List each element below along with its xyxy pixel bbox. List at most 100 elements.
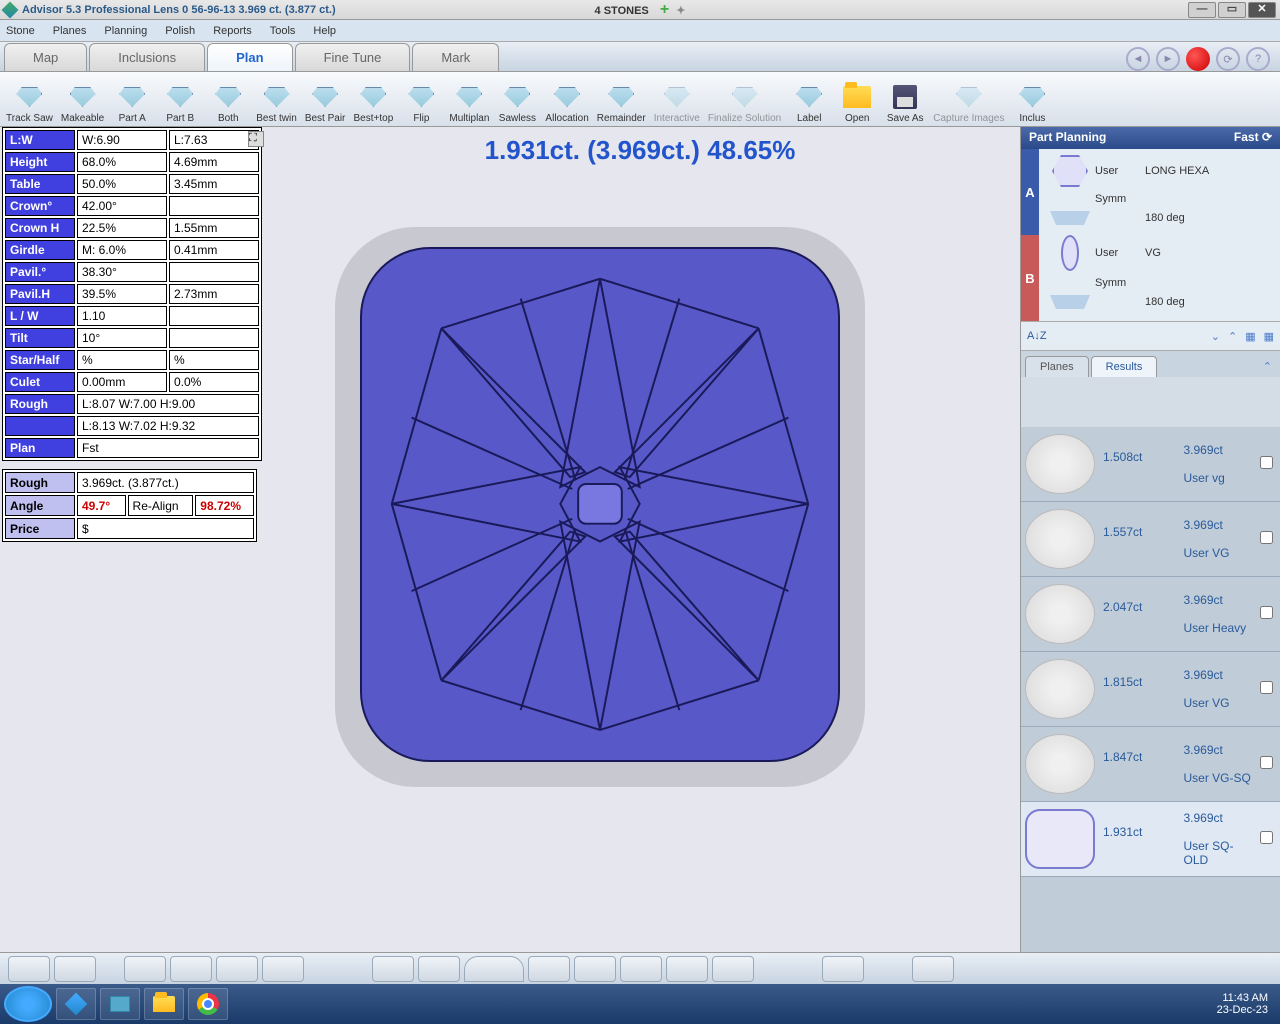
nav-back-button[interactable]: ◄ — [1126, 47, 1150, 71]
view-tool-6[interactable] — [262, 956, 304, 982]
diamond-render[interactable] — [335, 227, 865, 787]
toolbtn-sawless[interactable]: Sawless — [493, 74, 541, 124]
toolbtn-part-a[interactable]: Part A — [108, 74, 156, 124]
refresh-button[interactable]: ⟳ — [1216, 47, 1240, 71]
minimize-button[interactable]: — — [1188, 2, 1216, 18]
menu-tools[interactable]: Tools — [270, 25, 296, 37]
toolbtn-flip[interactable]: Flip — [397, 74, 445, 124]
view-tool-3[interactable] — [124, 956, 166, 982]
rough-value: 3.969ct. (3.877ct.) — [77, 472, 254, 493]
diamond-icon — [501, 83, 533, 111]
chevron-down-icon[interactable]: ⌄ — [1211, 330, 1220, 343]
result-row[interactable]: 1.815ct 3.969ctUser VG — [1021, 652, 1280, 727]
result-row[interactable]: 2.047ct 3.969ctUser Heavy — [1021, 577, 1280, 652]
toolbtn-best-pair[interactable]: Best Pair — [301, 74, 350, 124]
menu-planes[interactable]: Planes — [53, 25, 87, 37]
star-icon[interactable]: ✦ — [676, 5, 685, 17]
view-tool-center[interactable] — [464, 956, 524, 982]
diamond-icon — [357, 83, 389, 111]
price-value: $ — [77, 518, 254, 539]
toolbtn-both[interactable]: Both — [204, 74, 252, 124]
toolbtn-label[interactable]: Label — [785, 74, 833, 124]
view-tool-13[interactable] — [712, 956, 754, 982]
bottom-toolbar — [0, 952, 1280, 984]
result-row[interactable]: 1.557ct 3.969ctUser VG — [1021, 502, 1280, 577]
task-folder-icon[interactable] — [144, 988, 184, 1020]
clock[interactable]: 11:43 AM 23-Dec-23 — [1217, 992, 1276, 1016]
view-tool-4[interactable] — [170, 956, 212, 982]
toolbtn-makeable[interactable]: Makeable — [57, 74, 108, 124]
toolbtn-best-twin[interactable]: Best twin — [252, 74, 301, 124]
plan-b-tab[interactable]: B — [1021, 235, 1039, 321]
view-tool-8[interactable] — [418, 956, 460, 982]
view-tool-15[interactable] — [912, 956, 954, 982]
main-tabs: MapInclusionsPlanFine TuneMark ◄ ► ⟳ ? — [0, 42, 1280, 72]
result-row[interactable]: 1.847ct 3.969ctUser VG-SQ — [1021, 727, 1280, 802]
result-checkbox[interactable] — [1260, 831, 1273, 844]
view-tool-5[interactable] — [216, 956, 258, 982]
toolbtn-part-b[interactable]: Part B — [156, 74, 204, 124]
task-explorer-icon[interactable] — [100, 988, 140, 1020]
expand-params-icon[interactable]: ⛶ — [248, 131, 264, 147]
toolbtn-allocation[interactable]: Allocation — [541, 74, 592, 124]
view-tool-14[interactable] — [822, 956, 864, 982]
angle-value: 49.7° — [77, 495, 126, 516]
collapse-icon[interactable]: ⌃ — [1259, 356, 1276, 377]
menu-help[interactable]: Help — [313, 25, 336, 37]
menu-planning[interactable]: Planning — [104, 25, 147, 37]
tab-map[interactable]: Map — [4, 43, 87, 71]
param-row: Crown H22.5%1.55mm — [5, 218, 259, 238]
toolbtn-inclus[interactable]: Inclus — [1008, 74, 1056, 124]
view-tool-7[interactable] — [372, 956, 414, 982]
toolbtn-best-top[interactable]: Best+top — [349, 74, 397, 124]
view-tool-2[interactable] — [54, 956, 96, 982]
toolbtn-open[interactable]: Open — [833, 74, 881, 124]
toolbtn-remainder[interactable]: Remainder — [593, 74, 650, 124]
result-row[interactable]: 1.508ct 3.969ctUser vg — [1021, 427, 1280, 502]
toolbtn-track-saw[interactable]: Track Saw — [2, 74, 57, 124]
result-row[interactable]: 1.931ct 3.969ctUser SQ-OLD — [1021, 802, 1280, 877]
task-advisor-icon[interactable] — [56, 988, 96, 1020]
start-button[interactable] — [4, 986, 52, 1022]
toolbtn-multiplan[interactable]: Multiplan — [445, 74, 493, 124]
result-checkbox[interactable] — [1260, 531, 1273, 544]
toolbtn-save-as[interactable]: Save As — [881, 74, 929, 124]
menu-polish[interactable]: Polish — [165, 25, 195, 37]
result-checkbox[interactable] — [1260, 456, 1273, 469]
help-button[interactable]: ? — [1246, 47, 1270, 71]
result-checkbox[interactable] — [1260, 681, 1273, 694]
close-button[interactable]: ✕ — [1248, 2, 1276, 18]
view-tool-1[interactable] — [8, 956, 50, 982]
result-checkbox[interactable] — [1260, 606, 1273, 619]
menu-reports[interactable]: Reports — [213, 25, 252, 37]
rough-label: Rough — [5, 472, 75, 493]
saw-icon — [13, 83, 45, 111]
facet-lines — [362, 249, 838, 760]
task-chrome-icon[interactable] — [188, 988, 228, 1020]
plan-a-tab[interactable]: A — [1021, 149, 1039, 235]
realign-button[interactable]: Re-Align — [128, 495, 194, 516]
plus-icon[interactable]: + — [660, 1, 669, 18]
tab-inclusions[interactable]: Inclusions — [89, 43, 205, 71]
menu-stone[interactable]: Stone — [6, 25, 35, 37]
view-tool-12[interactable] — [666, 956, 708, 982]
grid-icon[interactable]: ▦ — [1245, 330, 1255, 343]
view-tool-11[interactable] — [620, 956, 662, 982]
chevron-up-icon[interactable]: ⌃ — [1228, 330, 1237, 343]
subtab-results[interactable]: Results — [1091, 356, 1158, 377]
tab-fine-tune[interactable]: Fine Tune — [295, 43, 411, 71]
result-shape-icon — [1025, 509, 1095, 569]
view-tool-10[interactable] — [574, 956, 616, 982]
results-list: 1.508ct 3.969ctUser vg 1.557ct 3.969ctUs… — [1021, 427, 1280, 964]
sort-az-icon[interactable]: A↓Z — [1027, 330, 1047, 342]
grid2-icon[interactable]: ▦ — [1264, 330, 1274, 343]
subtab-planes[interactable]: Planes — [1025, 356, 1089, 377]
result-shape-icon — [1025, 809, 1095, 869]
view-tool-9[interactable] — [528, 956, 570, 982]
tab-mark[interactable]: Mark — [412, 43, 499, 71]
result-checkbox[interactable] — [1260, 756, 1273, 769]
record-button[interactable] — [1186, 47, 1210, 71]
nav-forward-button[interactable]: ► — [1156, 47, 1180, 71]
tab-plan[interactable]: Plan — [207, 43, 292, 71]
maximize-button[interactable]: ▭ — [1218, 2, 1246, 18]
